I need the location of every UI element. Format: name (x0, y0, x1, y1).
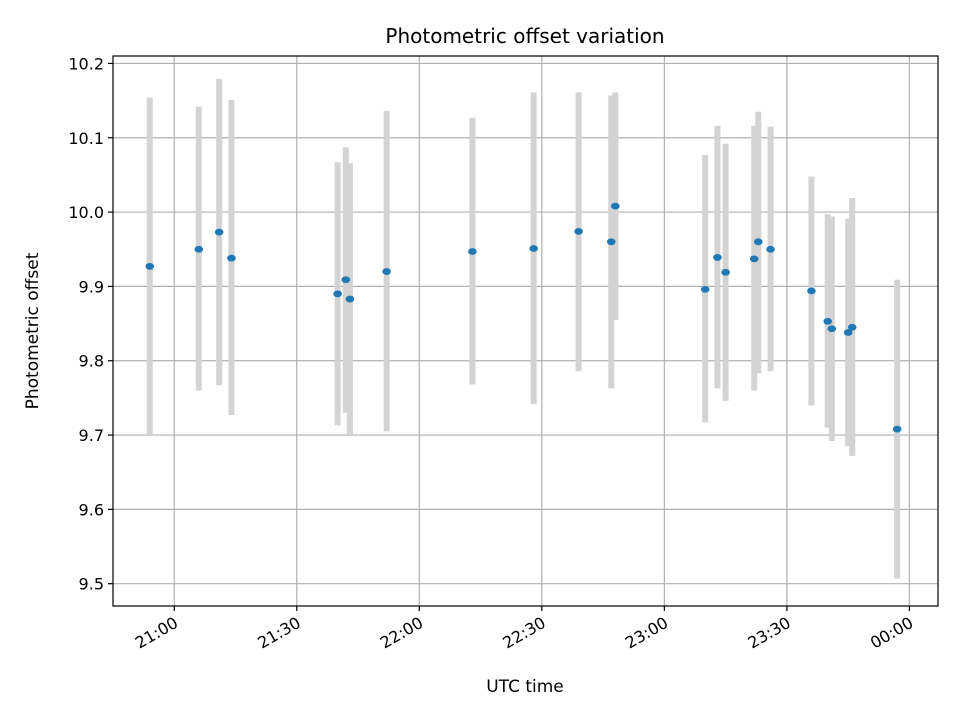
y-tick-label: 10.1 (68, 129, 104, 148)
x-axis-label: UTC time (486, 677, 564, 697)
y-tick-label: 9.8 (79, 352, 104, 371)
grid-layer (113, 56, 938, 606)
data-point (823, 317, 833, 325)
data-point (766, 245, 775, 253)
data-point (807, 287, 816, 295)
data-point (333, 290, 342, 298)
y-axis: 9.5 9.6 9.7 9.8 9.9 10.0 10.1 10.2 (68, 54, 113, 594)
data-point (827, 325, 837, 333)
marker-layer (145, 202, 902, 433)
data-point (529, 245, 538, 252)
data-point (611, 202, 620, 210)
data-point (214, 228, 224, 236)
data-point (341, 276, 351, 284)
y-tick-label: 10.0 (68, 203, 104, 222)
data-point (847, 323, 857, 331)
data-point (749, 255, 759, 263)
y-tick-label: 9.6 (79, 500, 104, 519)
data-point (606, 238, 616, 246)
data-point (721, 268, 730, 276)
data-point (382, 268, 391, 275)
data-point (843, 329, 853, 336)
data-point (145, 262, 155, 270)
data-point (753, 238, 763, 246)
plot-frame (112, 55, 939, 607)
y-tick-label: 9.7 (79, 426, 104, 445)
y-tick-label: 9.5 (79, 575, 104, 594)
y-tick-label: 10.2 (68, 54, 104, 73)
data-point (227, 254, 236, 262)
data-point (194, 245, 204, 253)
data-point (700, 285, 710, 293)
data-point (345, 295, 355, 303)
data-point (574, 228, 583, 235)
data-point (713, 254, 722, 261)
data-point (468, 248, 477, 255)
chart-title: Photometric offset variation (385, 24, 664, 48)
y-tick-label: 9.9 (79, 277, 104, 296)
y-axis-label: Photometric offset (23, 252, 43, 409)
data-point (892, 425, 902, 433)
